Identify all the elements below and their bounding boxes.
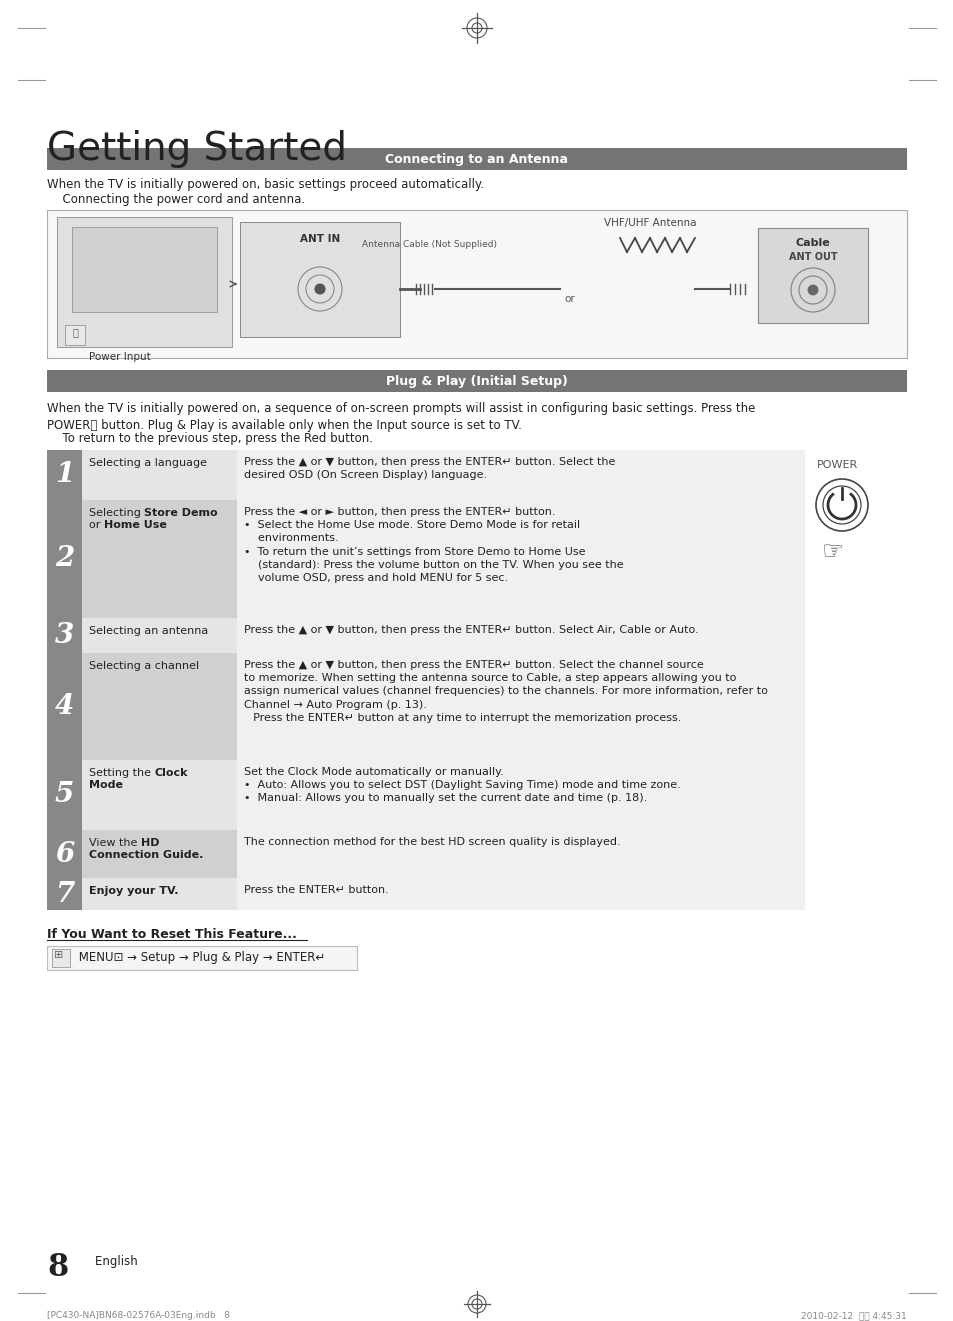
Bar [47, 618, 82, 653]
Bar [236, 878, 804, 910]
Bar [82, 653, 236, 760]
Bar [47, 946, 356, 970]
Text: Connection Guide.: Connection Guide. [89, 849, 203, 860]
Text: Selecting: Selecting [89, 509, 144, 518]
Bar [57, 217, 232, 347]
Text: 7: 7 [55, 881, 74, 908]
Bar [236, 830, 804, 878]
Bar [47, 370, 906, 392]
Bar [47, 210, 906, 358]
Text: 6: 6 [55, 840, 74, 868]
Text: 4: 4 [55, 694, 74, 720]
Text: View the: View the [89, 838, 141, 848]
Text: ☞: ☞ [821, 540, 843, 564]
Text: or: or [564, 295, 575, 304]
Text: Press the ▲ or ▼ button, then press the ENTER↵ button. Select the
desired OSD (O: Press the ▲ or ▼ button, then press the … [244, 457, 615, 481]
Bar [82, 450, 236, 501]
Text: Cable: Cable [795, 238, 829, 248]
Text: Connecting the power cord and antenna.: Connecting the power cord and antenna. [47, 193, 305, 206]
Text: 5: 5 [55, 782, 74, 808]
Text: Getting Started: Getting Started [47, 129, 347, 168]
Text: Mode: Mode [89, 779, 123, 790]
Text: To return to the previous step, press the Red button.: To return to the previous step, press th… [47, 432, 373, 445]
Text: Press the ENTER↵ button.: Press the ENTER↵ button. [244, 885, 388, 896]
Text: Press the ▲ or ▼ button, then press the ENTER↵ button. Select the channel source: Press the ▲ or ▼ button, then press the … [244, 660, 767, 723]
Bar [82, 878, 236, 910]
Text: When the TV is initially powered on, a sequence of on-screen prompts will assist: When the TV is initially powered on, a s… [47, 402, 755, 432]
Circle shape [815, 480, 867, 531]
Bar [240, 222, 399, 337]
Text: POWER: POWER [816, 460, 858, 470]
Bar [236, 450, 804, 501]
Bar [82, 760, 236, 830]
Text: Press the ▲ or ▼ button, then press the ENTER↵ button. Select Air, Cable or Auto: Press the ▲ or ▼ button, then press the … [244, 625, 698, 635]
Bar [236, 653, 804, 760]
Text: ⊞: ⊞ [54, 950, 63, 960]
Bar [47, 830, 82, 878]
Text: Power Input: Power Input [89, 351, 151, 362]
Text: The connection method for the best HD screen quality is displayed.: The connection method for the best HD sc… [244, 838, 620, 847]
Text: Antenna Cable (Not Supplied): Antenna Cable (Not Supplied) [362, 240, 497, 248]
Text: or: or [89, 520, 104, 530]
Text: VHF/UHF Antenna: VHF/UHF Antenna [603, 218, 696, 229]
Text: 3: 3 [55, 622, 74, 649]
Text: Connecting to an Antenna: Connecting to an Antenna [385, 152, 568, 165]
Text: [PC430-NA]BN68-02576A-03Eng.indb   8: [PC430-NA]BN68-02576A-03Eng.indb 8 [47, 1310, 230, 1320]
Text: Plug & Play (Initial Setup): Plug & Play (Initial Setup) [386, 374, 567, 387]
Text: 2010-02-12  오후 4:45:31: 2010-02-12 오후 4:45:31 [801, 1310, 906, 1320]
Text: 8: 8 [47, 1252, 69, 1283]
Circle shape [822, 486, 861, 524]
Text: Selecting an antenna: Selecting an antenna [89, 626, 208, 635]
Bar [47, 450, 82, 501]
Text: Enjoy your TV.: Enjoy your TV. [89, 886, 178, 896]
Text: Setting the: Setting the [89, 768, 154, 778]
Bar [82, 618, 236, 653]
Bar [47, 760, 82, 830]
Text: Press the ◄ or ► button, then press the ENTER↵ button.
•  Select the Home Use mo: Press the ◄ or ► button, then press the … [244, 507, 623, 583]
Text: Selecting a channel: Selecting a channel [89, 660, 199, 671]
Bar [47, 148, 906, 170]
Text: ANT IN: ANT IN [299, 234, 340, 244]
Bar [236, 501, 804, 618]
Bar [47, 501, 82, 618]
Text: Store Demo: Store Demo [144, 509, 218, 518]
Text: Home Use: Home Use [104, 520, 167, 530]
Text: ⏻: ⏻ [72, 328, 78, 337]
Circle shape [807, 285, 817, 295]
Text: ANT OUT: ANT OUT [788, 252, 837, 262]
Text: Clock: Clock [154, 768, 188, 778]
Bar [82, 830, 236, 878]
Bar [52, 948, 70, 967]
Bar [82, 501, 236, 618]
Text: English: English [80, 1255, 137, 1268]
Bar [236, 760, 804, 830]
Bar [71, 227, 216, 312]
Text: Selecting a language: Selecting a language [89, 458, 207, 468]
Bar [47, 653, 82, 760]
Text: 1: 1 [55, 461, 74, 489]
Text: MENU⊡ → Setup → Plug & Play → ENTER↵: MENU⊡ → Setup → Plug & Play → ENTER↵ [75, 951, 325, 964]
Text: 2: 2 [55, 546, 74, 572]
Bar [47, 878, 82, 910]
Text: HD: HD [141, 838, 159, 848]
Text: Set the Clock Mode automatically or manually.
•  Auto: Allows you to select DST : Set the Clock Mode automatically or manu… [244, 768, 680, 803]
Bar [65, 325, 85, 345]
Text: When the TV is initially powered on, basic settings proceed automatically.: When the TV is initially powered on, bas… [47, 178, 483, 192]
Text: If You Want to Reset This Feature...: If You Want to Reset This Feature... [47, 927, 296, 941]
Circle shape [314, 284, 325, 295]
Bar [236, 618, 804, 653]
Bar [758, 229, 867, 324]
